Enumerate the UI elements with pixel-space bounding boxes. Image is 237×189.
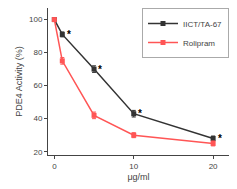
svg-text:*: * [138,108,142,119]
svg-text:40: 40 [33,114,42,123]
svg-text:μg/ml: μg/ml [127,172,149,182]
svg-text:20: 20 [209,162,218,171]
svg-text:PDE4 Activity (%): PDE4 Activity (%) [14,46,24,117]
svg-text:IICT/TA-67: IICT/TA-67 [183,20,222,29]
svg-text:60: 60 [33,81,42,90]
svg-text:100: 100 [29,15,43,24]
svg-text:Rolipram: Rolipram [183,39,215,48]
svg-text:0: 0 [52,162,57,171]
svg-text:*: * [218,133,222,144]
svg-text:80: 80 [33,48,42,57]
svg-text:10: 10 [129,162,138,171]
svg-text:20: 20 [33,148,42,157]
svg-text:*: * [67,29,71,40]
svg-text:*: * [98,64,102,75]
